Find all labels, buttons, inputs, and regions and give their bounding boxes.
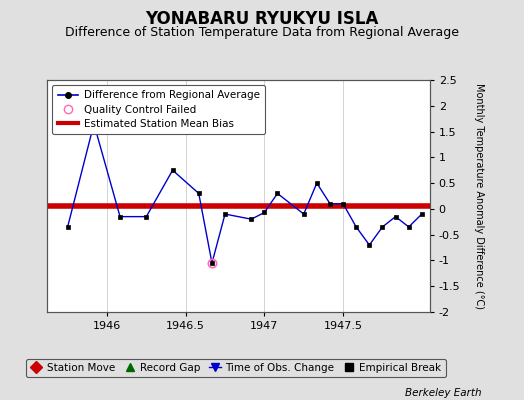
Legend: Station Move, Record Gap, Time of Obs. Change, Empirical Break: Station Move, Record Gap, Time of Obs. C… — [26, 359, 446, 377]
Text: Difference of Station Temperature Data from Regional Average: Difference of Station Temperature Data f… — [65, 26, 459, 39]
Text: YONABARU RYUKYU ISLA: YONABARU RYUKYU ISLA — [145, 10, 379, 28]
Text: Berkeley Earth: Berkeley Earth — [406, 388, 482, 398]
Legend: Difference from Regional Average, Quality Control Failed, Estimated Station Mean: Difference from Regional Average, Qualit… — [52, 85, 265, 134]
Y-axis label: Monthly Temperature Anomaly Difference (°C): Monthly Temperature Anomaly Difference (… — [474, 83, 484, 309]
